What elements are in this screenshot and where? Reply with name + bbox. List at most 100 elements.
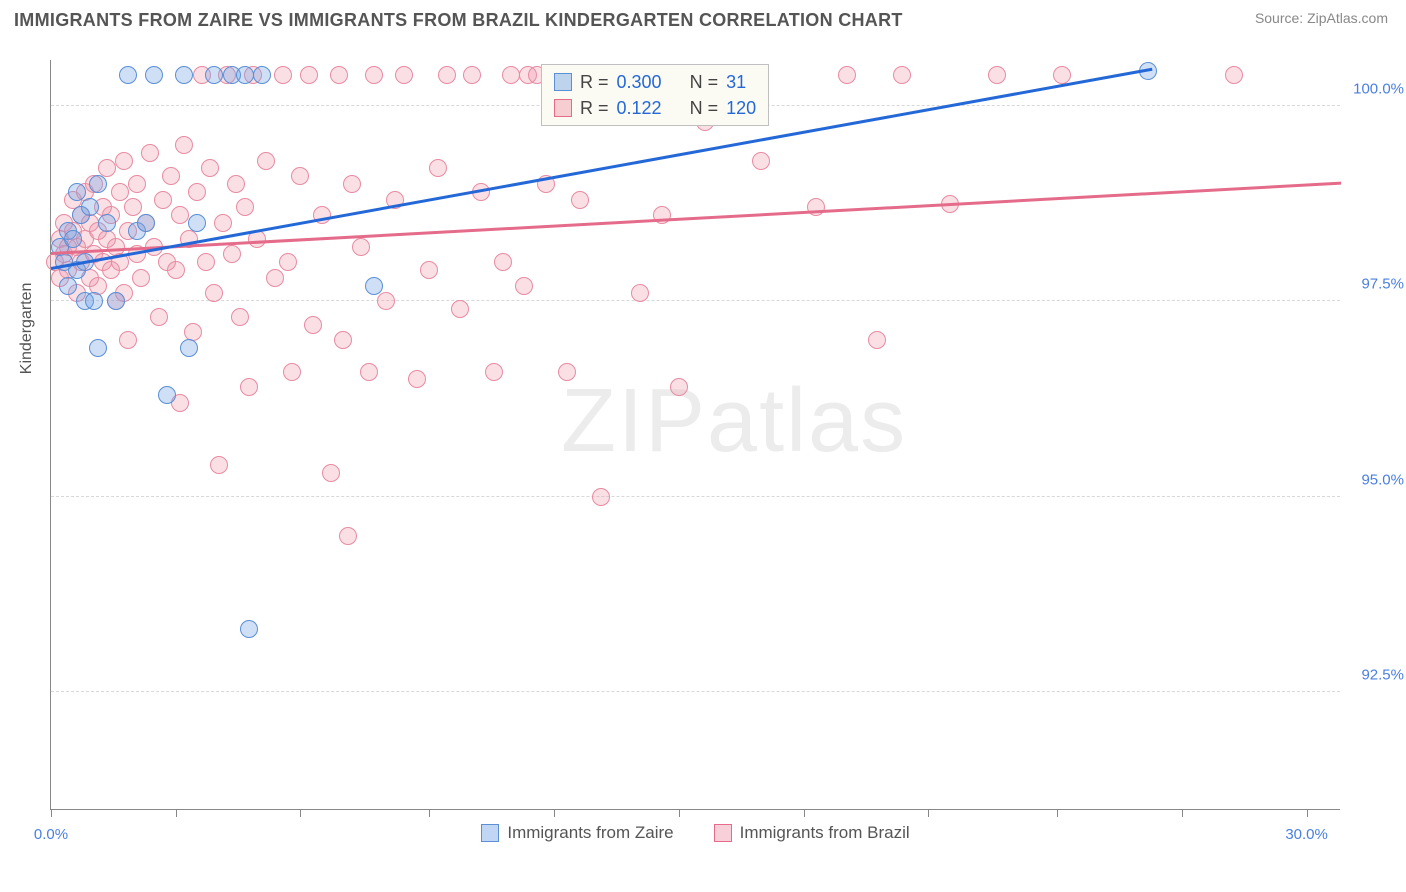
- scatter-point: [145, 66, 163, 84]
- gridline: [51, 691, 1340, 692]
- r-label: R =: [580, 72, 609, 93]
- trend-line: [51, 182, 1341, 255]
- scatter-point: [188, 214, 206, 232]
- x-tick: [176, 809, 177, 817]
- scatter-point: [85, 292, 103, 310]
- scatter-point: [158, 386, 176, 404]
- scatter-point: [451, 300, 469, 318]
- scatter-point: [111, 183, 129, 201]
- scatter-point: [115, 152, 133, 170]
- r-label: R =: [580, 98, 609, 119]
- y-tick-label: 100.0%: [1348, 80, 1404, 97]
- chart-title: IMMIGRANTS FROM ZAIRE VS IMMIGRANTS FROM…: [14, 10, 903, 31]
- scatter-point: [175, 66, 193, 84]
- scatter-point: [257, 152, 275, 170]
- correlation-stats-box: R =0.300N = 31R = 0.122N =120: [541, 64, 769, 126]
- scatter-point: [236, 198, 254, 216]
- legend-swatch: [554, 73, 572, 91]
- scatter-point: [352, 238, 370, 256]
- x-tick: [554, 809, 555, 817]
- scatter-point: [420, 261, 438, 279]
- x-tick: [300, 809, 301, 817]
- scatter-point: [89, 175, 107, 193]
- scatter-point: [167, 261, 185, 279]
- scatter-point: [266, 269, 284, 287]
- scatter-point: [429, 159, 447, 177]
- x-tick: [429, 809, 430, 817]
- scatter-point: [201, 159, 219, 177]
- n-label: N =: [690, 98, 719, 119]
- scatter-point: [171, 206, 189, 224]
- scatter-point: [253, 66, 271, 84]
- scatter-point: [343, 175, 361, 193]
- scatter-point: [180, 339, 198, 357]
- stats-row: R = 0.122 N = 120: [554, 95, 756, 121]
- scatter-point: [558, 363, 576, 381]
- scatter-point: [1225, 66, 1243, 84]
- x-tick: [1182, 809, 1183, 817]
- scatter-point: [214, 214, 232, 232]
- scatter-point: [162, 167, 180, 185]
- scatter-point: [838, 66, 856, 84]
- gridline: [51, 300, 1340, 301]
- scatter-point: [119, 66, 137, 84]
- scatter-point: [1053, 66, 1071, 84]
- r-value: 0.300: [617, 72, 662, 93]
- scatter-point: [592, 488, 610, 506]
- n-label: N =: [690, 72, 719, 93]
- scatter-point: [365, 66, 383, 84]
- scatter-point: [223, 245, 241, 263]
- scatter-point: [291, 167, 309, 185]
- y-tick-label: 97.5%: [1348, 276, 1404, 293]
- scatter-point: [137, 214, 155, 232]
- scatter-point: [175, 136, 193, 154]
- scatter-point: [330, 66, 348, 84]
- scatter-point: [236, 66, 254, 84]
- scatter-point: [132, 269, 150, 287]
- scatter-chart: ZIPatlas Immigrants from ZaireImmigrants…: [50, 60, 1340, 810]
- scatter-point: [485, 363, 503, 381]
- legend-swatch: [481, 824, 499, 842]
- scatter-point: [231, 308, 249, 326]
- scatter-point: [494, 253, 512, 271]
- watermark: ZIPatlas: [561, 370, 907, 473]
- scatter-point: [339, 527, 357, 545]
- scatter-point: [515, 277, 533, 295]
- scatter-point: [197, 253, 215, 271]
- scatter-point: [154, 191, 172, 209]
- scatter-point: [395, 66, 413, 84]
- legend-swatch: [714, 824, 732, 842]
- scatter-point: [141, 144, 159, 162]
- n-value: 120: [726, 98, 756, 119]
- y-tick-label: 95.0%: [1348, 471, 1404, 488]
- scatter-point: [128, 175, 146, 193]
- scatter-point: [670, 378, 688, 396]
- scatter-point: [188, 183, 206, 201]
- scatter-point: [89, 339, 107, 357]
- scatter-point: [240, 378, 258, 396]
- legend-swatch: [554, 99, 572, 117]
- series-legend: Immigrants from Zaire Immigrants from Bra…: [51, 823, 1340, 843]
- x-tick: [679, 809, 680, 817]
- scatter-point: [68, 183, 86, 201]
- r-value: 0.122: [617, 98, 662, 119]
- scatter-point: [408, 370, 426, 388]
- scatter-point: [240, 620, 258, 638]
- legend-item: Immigrants from Zaire: [481, 823, 673, 843]
- scatter-point: [283, 363, 301, 381]
- x-tick: [804, 809, 805, 817]
- scatter-point: [868, 331, 886, 349]
- scatter-point: [752, 152, 770, 170]
- legend-item: Immigrants from Brazil: [714, 823, 910, 843]
- scatter-point: [107, 292, 125, 310]
- gridline: [51, 496, 1340, 497]
- x-tick-label: 30.0%: [1285, 826, 1328, 843]
- scatter-point: [365, 277, 383, 295]
- scatter-point: [205, 66, 223, 84]
- x-tick: [1307, 809, 1308, 817]
- scatter-point: [807, 198, 825, 216]
- x-tick: [51, 809, 52, 817]
- stats-row: R =0.300N = 31: [554, 69, 756, 95]
- scatter-point: [98, 214, 116, 232]
- source-attribution: Source: ZipAtlas.com: [1255, 10, 1388, 26]
